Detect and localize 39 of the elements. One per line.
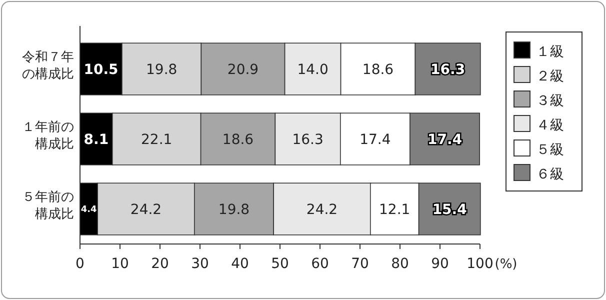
x-tick-label: 50 xyxy=(271,256,289,272)
x-tick-label: 0 xyxy=(76,256,84,272)
data-label: 19.8 xyxy=(146,62,178,78)
x-tick-label: 100 xyxy=(466,256,494,272)
data-label: 17.4 xyxy=(428,132,462,148)
data-label: 12.1 xyxy=(379,202,410,218)
legend-label: ６級 xyxy=(536,166,564,182)
legend-label: ２級 xyxy=(536,68,564,84)
x-tick-label: 80 xyxy=(391,256,409,272)
legend-label: １級 xyxy=(536,44,564,60)
data-label: 24.2 xyxy=(130,202,162,218)
x-tick-label: 20 xyxy=(151,256,169,272)
data-label: 20.9 xyxy=(227,62,259,78)
legend-label: ４級 xyxy=(536,118,564,134)
x-tick-label: 90 xyxy=(431,256,449,272)
y-tick-label: 令和７年の構成比 xyxy=(22,50,74,82)
data-label: 18.6 xyxy=(362,62,394,78)
x-axis-title: (%) xyxy=(494,257,518,272)
x-tick-label: 30 xyxy=(191,256,209,272)
x-tick-label: 60 xyxy=(311,256,329,272)
data-label: 17.4 xyxy=(360,132,391,148)
data-label: 19.8 xyxy=(218,202,250,218)
data-label: 16.3 xyxy=(430,62,466,78)
x-tick-label: 70 xyxy=(351,256,369,272)
data-label: 10.5 xyxy=(84,62,118,78)
data-label: 16.3 xyxy=(292,132,324,148)
legend-label: ３級 xyxy=(536,93,564,109)
data-label: 14.0 xyxy=(297,62,328,78)
data-label: 8.1 xyxy=(84,132,109,148)
data-label: 24.2 xyxy=(306,202,338,218)
data-label: 15.4 xyxy=(432,202,468,218)
data-label: 18.6 xyxy=(222,132,254,148)
y-tick-label: １年前の構成比 xyxy=(22,120,74,152)
y-tick-label: ５年前の構成比 xyxy=(22,190,74,222)
data-label: 4.4 xyxy=(80,205,97,216)
legend-label: ５級 xyxy=(536,142,564,158)
x-tick-label: 40 xyxy=(231,256,249,272)
data-label: 22.1 xyxy=(141,132,172,148)
x-tick-label: 10 xyxy=(111,256,129,272)
